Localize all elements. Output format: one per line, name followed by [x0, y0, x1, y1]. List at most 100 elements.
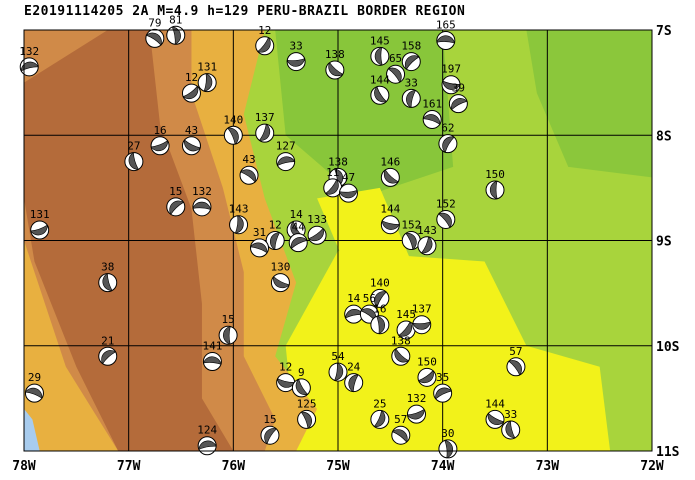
focal-mechanism: 144 — [370, 73, 390, 105]
beachball-compressional-quadrant — [145, 32, 162, 46]
event-depth-label: 131 — [30, 208, 50, 221]
event-depth-label: 132 — [19, 45, 39, 58]
focal-mechanism: 131 — [197, 61, 217, 93]
beachball-compressional-quadrant — [412, 321, 431, 330]
event-depth-label: 25 — [373, 397, 386, 410]
beachball-compressional-quadrant — [398, 321, 413, 337]
event-depth-label: 31 — [253, 226, 266, 239]
event-depth-label: 12 — [269, 219, 282, 232]
event-depth-label: 145 — [396, 308, 416, 321]
event-depth-label: 43 — [242, 153, 255, 166]
focal-mechanism: 150 — [485, 168, 505, 200]
beachball-compressional-quadrant — [300, 411, 312, 429]
beachball-compressional-quadrant — [487, 412, 505, 426]
beachball-compressional-quadrant — [374, 86, 387, 103]
forest-patch — [526, 30, 652, 178]
focal-mechanism: 137 — [412, 303, 432, 335]
beachball-compressional-quadrant — [374, 291, 387, 308]
event-depth-label: 57 — [509, 345, 522, 358]
event-depth-label: 33 — [504, 408, 517, 421]
focal-mechanism: 161 — [422, 97, 442, 129]
beachball-compressional-quadrant — [383, 169, 399, 184]
focal-mechanism: 14 — [344, 292, 364, 324]
beachball-compressional-quadrant — [345, 309, 364, 319]
focal-mechanism: 197 — [441, 63, 461, 95]
beachball-compressional-quadrant — [150, 140, 168, 152]
focal-mechanism: 143 — [229, 203, 249, 235]
event-depth-label: 144 — [380, 203, 400, 216]
beachball-compressional-quadrant — [348, 374, 359, 393]
event-depth-label: 39 — [452, 82, 465, 95]
beachball-compressional-quadrant — [257, 36, 271, 53]
focal-mechanism: 144 — [485, 397, 505, 429]
event-depth-label: 47 — [342, 171, 355, 184]
beachball-compressional-quadrant — [435, 387, 452, 400]
focal-mechanism: 24 — [344, 361, 364, 393]
focal-mechanism: 165 — [436, 19, 456, 51]
event-depth-label: 138 — [328, 155, 348, 168]
beachball-compressional-quadrant — [286, 58, 306, 67]
event-depth-label: 132 — [407, 392, 427, 405]
beachball-compressional-quadrant — [489, 180, 498, 200]
beachball-compressional-quadrant — [374, 47, 383, 66]
focal-mechanism: 25 — [370, 397, 390, 429]
beachball-compressional-quadrant — [273, 276, 290, 289]
event-depth-label: 38 — [101, 261, 114, 274]
focal-mechanism: 12 — [181, 71, 201, 103]
focal-mechanism: 39 — [448, 82, 468, 114]
beachball-compressional-quadrant — [422, 114, 441, 125]
focal-mechanism: 21 — [98, 334, 118, 366]
focal-mechanism: 43 — [239, 153, 259, 185]
event-depth-label: 15 — [221, 313, 234, 326]
beachball-compressional-quadrant — [101, 350, 117, 365]
beachball-compressional-quadrant — [308, 227, 324, 242]
event-depth-label: 138 — [325, 48, 345, 61]
focal-mechanism: 44 — [288, 221, 308, 253]
event-depth-label: 144 — [485, 397, 505, 410]
event-depth-label: 137 — [412, 303, 432, 316]
event-depth-label: 140 — [370, 276, 390, 289]
focal-mechanism: 132 — [407, 392, 427, 424]
event-depth-label: 145 — [370, 34, 390, 47]
beachball-compressional-quadrant — [438, 212, 452, 229]
beachball-compressional-quadrant — [406, 90, 416, 108]
forest-patch — [275, 30, 454, 199]
focal-mechanism: 143 — [417, 224, 437, 256]
beachball-compressional-quadrant — [381, 220, 400, 230]
beachball-compressional-quadrant — [20, 61, 39, 72]
event-depth-label: 141 — [202, 340, 222, 353]
longitude-tick-label: 74W — [431, 459, 455, 474]
beachball-compressional-quadrant — [421, 236, 433, 254]
focal-mechanism: 138 — [328, 155, 348, 187]
focal-mechanism: 65 — [386, 52, 406, 84]
focal-mechanism: 81 — [166, 13, 186, 45]
focal-mechanism: 152 — [436, 197, 456, 229]
focal-mechanism: 12 — [265, 219, 285, 250]
latitude-tick-label: 8S — [656, 129, 672, 144]
beachball-compressional-quadrant — [203, 356, 222, 365]
focal-mechanism: 15 — [260, 413, 280, 445]
event-depth-label: 15 — [263, 413, 276, 426]
beachball-compressional-quadrant — [264, 428, 278, 445]
event-depth-label: 35 — [436, 371, 449, 384]
beachball-compressional-quadrant — [325, 179, 339, 195]
beachball-compressional-quadrant — [328, 62, 344, 77]
focal-mechanism: 43 — [181, 124, 201, 156]
event-depth-label: 24 — [347, 361, 361, 374]
event-depth-label: 30 — [441, 427, 454, 440]
event-depth-label: 16 — [153, 124, 166, 137]
event-depth-label: 140 — [223, 113, 243, 126]
event-depth-label: 161 — [422, 97, 442, 110]
beachball-compressional-quadrant — [442, 136, 455, 153]
focal-mechanism: 144 — [380, 203, 401, 235]
event-depth-label: 14 — [347, 292, 361, 305]
event-depth-label: 44 — [292, 221, 306, 234]
focal-mechanism: 125 — [297, 397, 317, 429]
beachball-compressional-quadrant — [442, 80, 461, 90]
beachball-compressional-quadrant — [339, 189, 358, 199]
map-frame — [23, 29, 653, 452]
event-depth-label: 197 — [441, 63, 461, 76]
beachball-compressional-quadrant — [171, 26, 181, 45]
